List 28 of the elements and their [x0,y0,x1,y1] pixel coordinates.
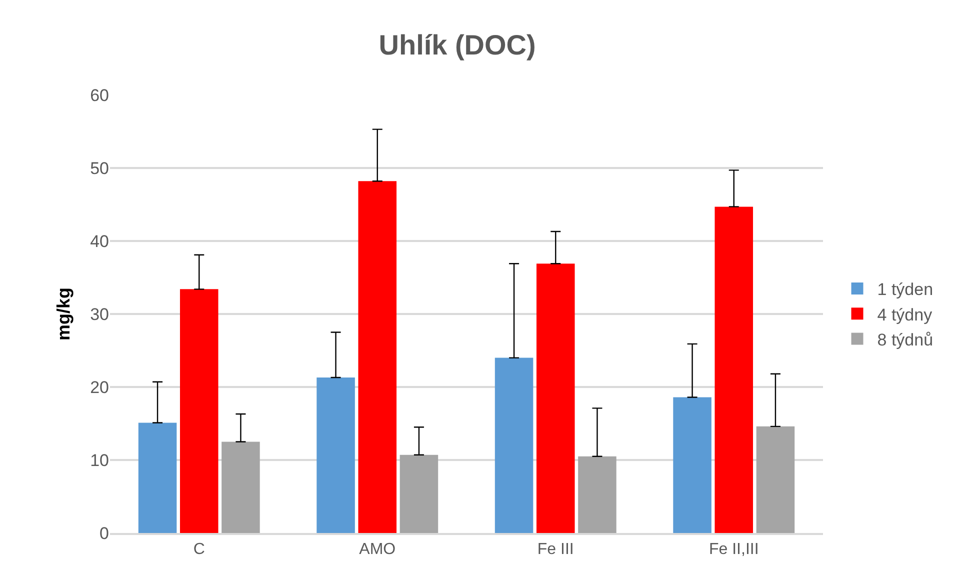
y-tick-label: 10 [90,450,109,470]
x-tick-label: AMO [359,540,396,558]
legend-label: 1 týden [877,280,934,300]
bar [222,442,260,533]
bar [400,454,438,533]
bar [494,358,534,533]
y-tick-label: 30 [90,304,109,324]
bar [673,397,712,533]
chart-title: Uhlík (DOC) [378,30,536,61]
bar [536,264,575,533]
bar [756,426,795,533]
y-tick-label: 50 [90,158,109,178]
bar [714,206,754,533]
bar [578,456,616,533]
legend-label: 8 týdnů [877,330,934,350]
legend-label: 4 týdny [877,305,933,324]
x-tick-label: Fe II,III [708,540,759,558]
bar [138,422,177,533]
y-axis-title: mg/kg [53,287,74,341]
bar [358,181,397,533]
y-tick-label: 60 [90,86,109,105]
bar [316,378,355,533]
y-tick-label: 40 [90,232,109,251]
x-tick-label: Fe III [537,540,574,558]
x-tick-label: C [193,540,205,558]
y-tick-label: 20 [90,378,109,397]
bar [180,289,218,533]
y-tick-label: 0 [100,524,109,543]
